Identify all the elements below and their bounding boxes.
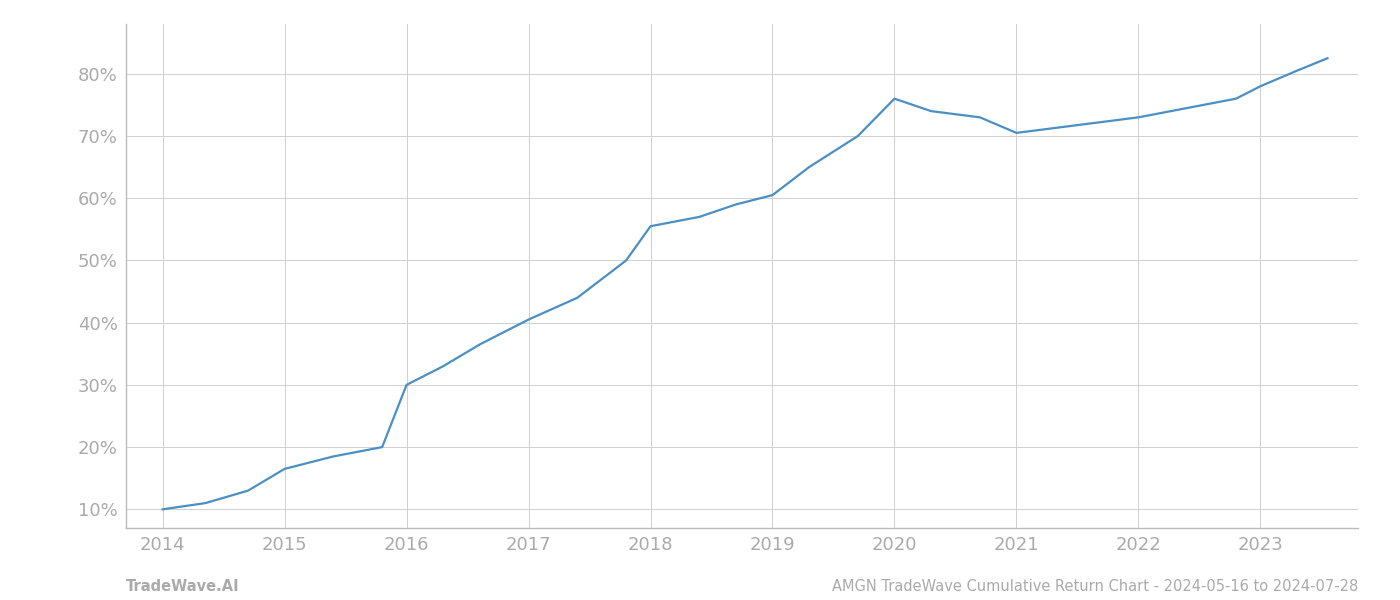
Text: AMGN TradeWave Cumulative Return Chart - 2024-05-16 to 2024-07-28: AMGN TradeWave Cumulative Return Chart -… — [832, 579, 1358, 594]
Text: TradeWave.AI: TradeWave.AI — [126, 579, 239, 594]
